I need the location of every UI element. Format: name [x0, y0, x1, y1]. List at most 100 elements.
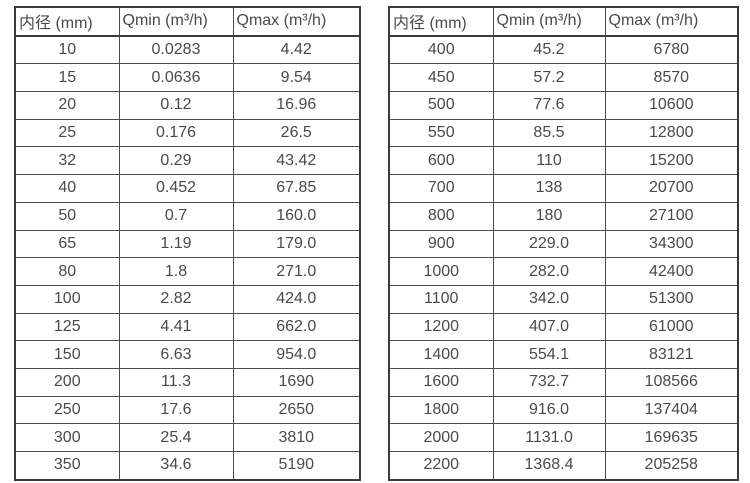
table-cell: 8570 [604, 63, 739, 93]
table-cell: 0.12 [118, 91, 234, 120]
table-cell: 26.5 [232, 118, 361, 148]
table-cell: 1600 [388, 367, 494, 397]
table-cell: 1131.0 [492, 423, 606, 452]
table-cell: 400 [388, 35, 494, 65]
column-header: Qmin (m³/h) [118, 6, 234, 37]
table-cell: 12800 [604, 118, 739, 148]
table-cell: 450 [388, 63, 494, 93]
table-cell: 0.7 [118, 201, 234, 231]
table-row: 1100 342.0 51300 [388, 284, 739, 314]
table-cell: 42400 [604, 257, 739, 286]
table-cell: 10600 [604, 91, 739, 120]
table-cell: 205258 [604, 450, 739, 481]
table-cell: 6780 [604, 35, 739, 65]
table-cell: 160.0 [232, 201, 361, 231]
table-cell: 17.6 [118, 395, 234, 425]
table-cell: 550 [388, 118, 494, 148]
table-cell: 407.0 [492, 312, 606, 342]
table-row: 2200 1368.4 205258 [388, 450, 739, 481]
table-cell: 4.42 [232, 35, 361, 65]
table-cell: 20700 [604, 174, 739, 203]
table-cell: 50 [14, 201, 120, 231]
column-header: Qmin (m³/h) [492, 6, 606, 37]
table-cell: 700 [388, 174, 494, 203]
table-cell: 300 [14, 423, 120, 452]
table-row: 1200 407.0 61000 [388, 312, 739, 342]
table-row: 25 0.176 26.5 [14, 118, 361, 148]
table-cell: 1368.4 [492, 450, 606, 481]
table-cell: 1.19 [118, 229, 234, 259]
table-row: 32 0.29 43.42 [14, 146, 361, 176]
table-cell: 83121 [604, 340, 739, 369]
table-cell: 3810 [232, 423, 361, 452]
table-cell: 900 [388, 229, 494, 259]
column-header: Qmax (m³/h) [604, 6, 739, 37]
table-cell: 2000 [388, 423, 494, 452]
table-cell: 110 [492, 146, 606, 176]
table-row: 65 1.19 179.0 [14, 229, 361, 259]
table-cell: 350 [14, 450, 120, 481]
table-cell: 1100 [388, 284, 494, 314]
table-cell: 424.0 [232, 284, 361, 314]
column-header: 内径 (mm) [14, 6, 120, 37]
flow-rate-table-small-diameter: 内径 (mm) Qmin (m³/h) Qmax (m³/h) 10 0.0283 4.… [14, 6, 361, 481]
table-row: 40 0.452 67.85 [14, 174, 361, 203]
table-cell: 4.41 [118, 312, 234, 342]
table-cell: 43.42 [232, 146, 361, 176]
table-cell: 15200 [604, 146, 739, 176]
table-row: 300 25.4 3810 [14, 423, 361, 452]
table-row: 2000 1131.0 169635 [388, 423, 739, 452]
table-cell: 15 [14, 63, 120, 93]
table-cell: 342.0 [492, 284, 606, 314]
table-cell: 1400 [388, 340, 494, 369]
table-cell: 600 [388, 146, 494, 176]
table-cell: 61000 [604, 312, 739, 342]
table-cell: 1.8 [118, 257, 234, 286]
table-cell: 138 [492, 174, 606, 203]
table-cell: 662.0 [232, 312, 361, 342]
table-cell: 34300 [604, 229, 739, 259]
table-row: 10 0.0283 4.42 [14, 35, 361, 65]
table-cell: 27100 [604, 201, 739, 231]
table-row: 20 0.12 16.96 [14, 91, 361, 120]
table-cell: 0.0283 [118, 35, 234, 65]
table-cell: 34.6 [118, 450, 234, 481]
table-cell: 554.1 [492, 340, 606, 369]
table-cell: 25 [14, 118, 120, 148]
table-cell: 16.96 [232, 91, 361, 120]
table-row: 700 138 20700 [388, 174, 739, 203]
table-cell: 6.63 [118, 340, 234, 369]
table-row: 450 57.2 8570 [388, 63, 739, 93]
table-cell: 0.452 [118, 174, 234, 203]
table-cell: 85.5 [492, 118, 606, 148]
table-cell: 108566 [604, 367, 739, 397]
table-cell: 25.4 [118, 423, 234, 452]
table-cell: 169635 [604, 423, 739, 452]
table-cell: 179.0 [232, 229, 361, 259]
table-cell: 51300 [604, 284, 739, 314]
table-cell: 1200 [388, 312, 494, 342]
table-row: 500 77.6 10600 [388, 91, 739, 120]
table-cell: 0.0636 [118, 63, 234, 93]
table-cell: 271.0 [232, 257, 361, 286]
table-cell: 45.2 [492, 35, 606, 65]
table-cell: 32 [14, 146, 120, 176]
table-cell: 20 [14, 91, 120, 120]
table-row: 1400 554.1 83121 [388, 340, 739, 369]
header-row: 内径 (mm) Qmin (m³/h) Qmax (m³/h) [388, 6, 739, 37]
table-cell: 250 [14, 395, 120, 425]
table-row: 800 180 27100 [388, 201, 739, 231]
table-cell: 954.0 [232, 340, 361, 369]
table-cell: 732.7 [492, 367, 606, 397]
header-row: 内径 (mm) Qmin (m³/h) Qmax (m³/h) [14, 6, 361, 37]
column-header: Qmax (m³/h) [232, 6, 361, 37]
table-row: 50 0.7 160.0 [14, 201, 361, 231]
table-row: 100 2.82 424.0 [14, 284, 361, 314]
table-cell: 500 [388, 91, 494, 120]
table-row: 1600 732.7 108566 [388, 367, 739, 397]
table-cell: 150 [14, 340, 120, 369]
table-cell: 77.6 [492, 91, 606, 120]
table-cell: 2.82 [118, 284, 234, 314]
table-cell: 800 [388, 201, 494, 231]
